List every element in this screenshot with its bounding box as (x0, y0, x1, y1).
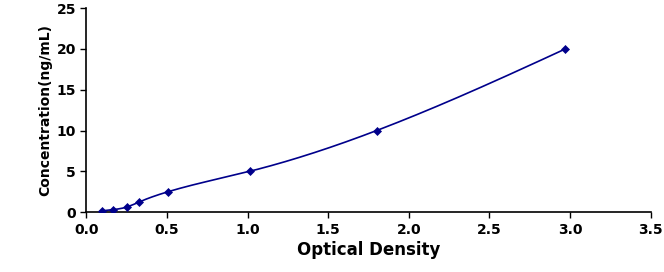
Y-axis label: Concentration(ng/mL): Concentration(ng/mL) (39, 24, 52, 196)
X-axis label: Optical Density: Optical Density (297, 241, 440, 259)
